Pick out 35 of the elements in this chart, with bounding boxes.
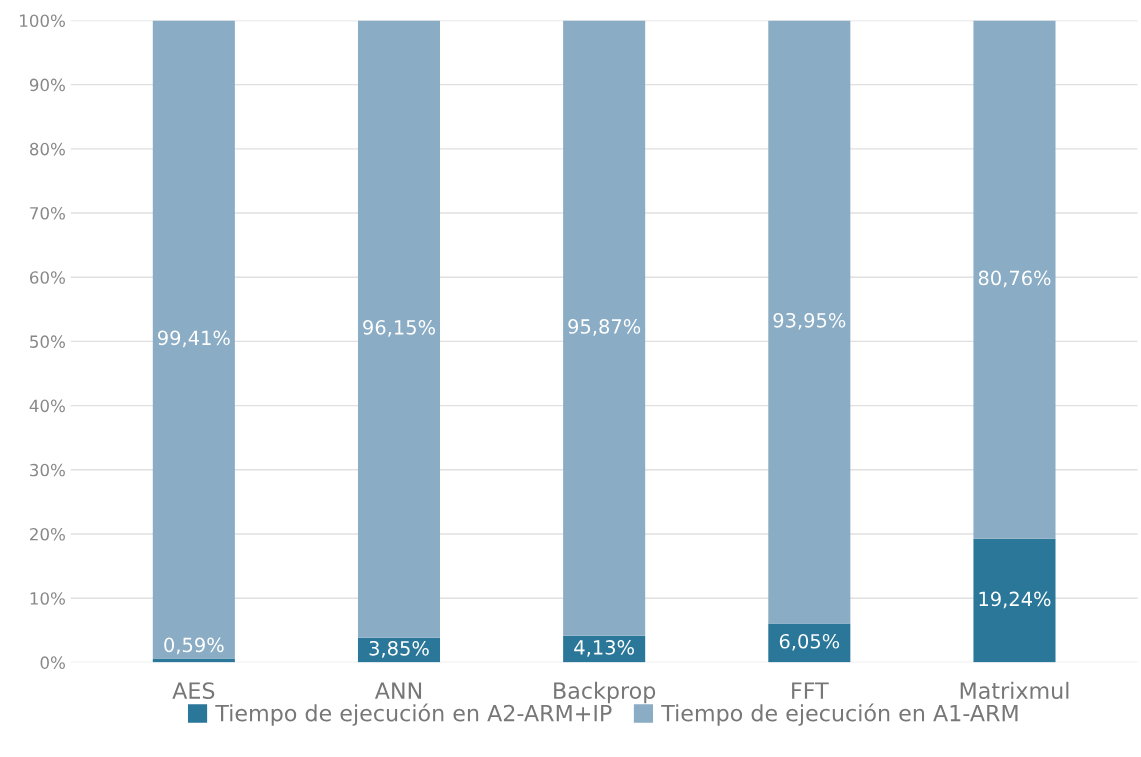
legend-label: Tiempo de ejecución en A2-ARM+IP: [215, 703, 612, 726]
data-label: 3,85%: [369, 640, 429, 658]
data-label: 19,24%: [979, 591, 1051, 609]
x-tick-label: FFT: [792, 682, 829, 699]
y-tick-label: 60%: [30, 271, 65, 284]
x-tick-label: ANN: [374, 682, 422, 699]
x-tick-label: AES: [172, 682, 215, 700]
bar: [152, 20, 235, 659]
data-label: 80,76%: [978, 270, 1051, 288]
y-tick-label: 0%: [40, 656, 65, 669]
bar: [768, 623, 851, 663]
bar: [768, 20, 851, 624]
bar: [973, 20, 1056, 539]
data-label: 6,05%: [779, 633, 840, 651]
y-tick-label: 20%: [30, 527, 65, 541]
y-tick-label: 90%: [29, 78, 65, 92]
data-label: 4,13%: [574, 640, 634, 657]
x-tick-label: Backprop: [554, 681, 656, 704]
y-tick-label: 80%: [29, 142, 65, 156]
bar: [357, 20, 441, 638]
data-label: 0,59%: [164, 637, 224, 655]
y-tick-label: 30%: [30, 463, 65, 477]
y-tick-label: 70%: [30, 206, 65, 220]
y-tick-label: 100%: [20, 14, 65, 28]
y-tick-label: 50%: [30, 335, 65, 348]
y-tick-label: 10%: [30, 592, 65, 605]
legend-label: Tiempo de ejecución en A1-ARM: [661, 703, 1018, 726]
data-label: 99,41%: [157, 330, 230, 348]
data-label: 93,95%: [773, 312, 846, 330]
data-label: 95,87%: [568, 319, 641, 336]
bar: [563, 20, 646, 636]
data-label: 96,15%: [363, 319, 435, 337]
x-tick-label: Matrixmul: [960, 681, 1069, 700]
bar: [973, 538, 1056, 663]
y-tick-label: 40%: [29, 399, 65, 413]
